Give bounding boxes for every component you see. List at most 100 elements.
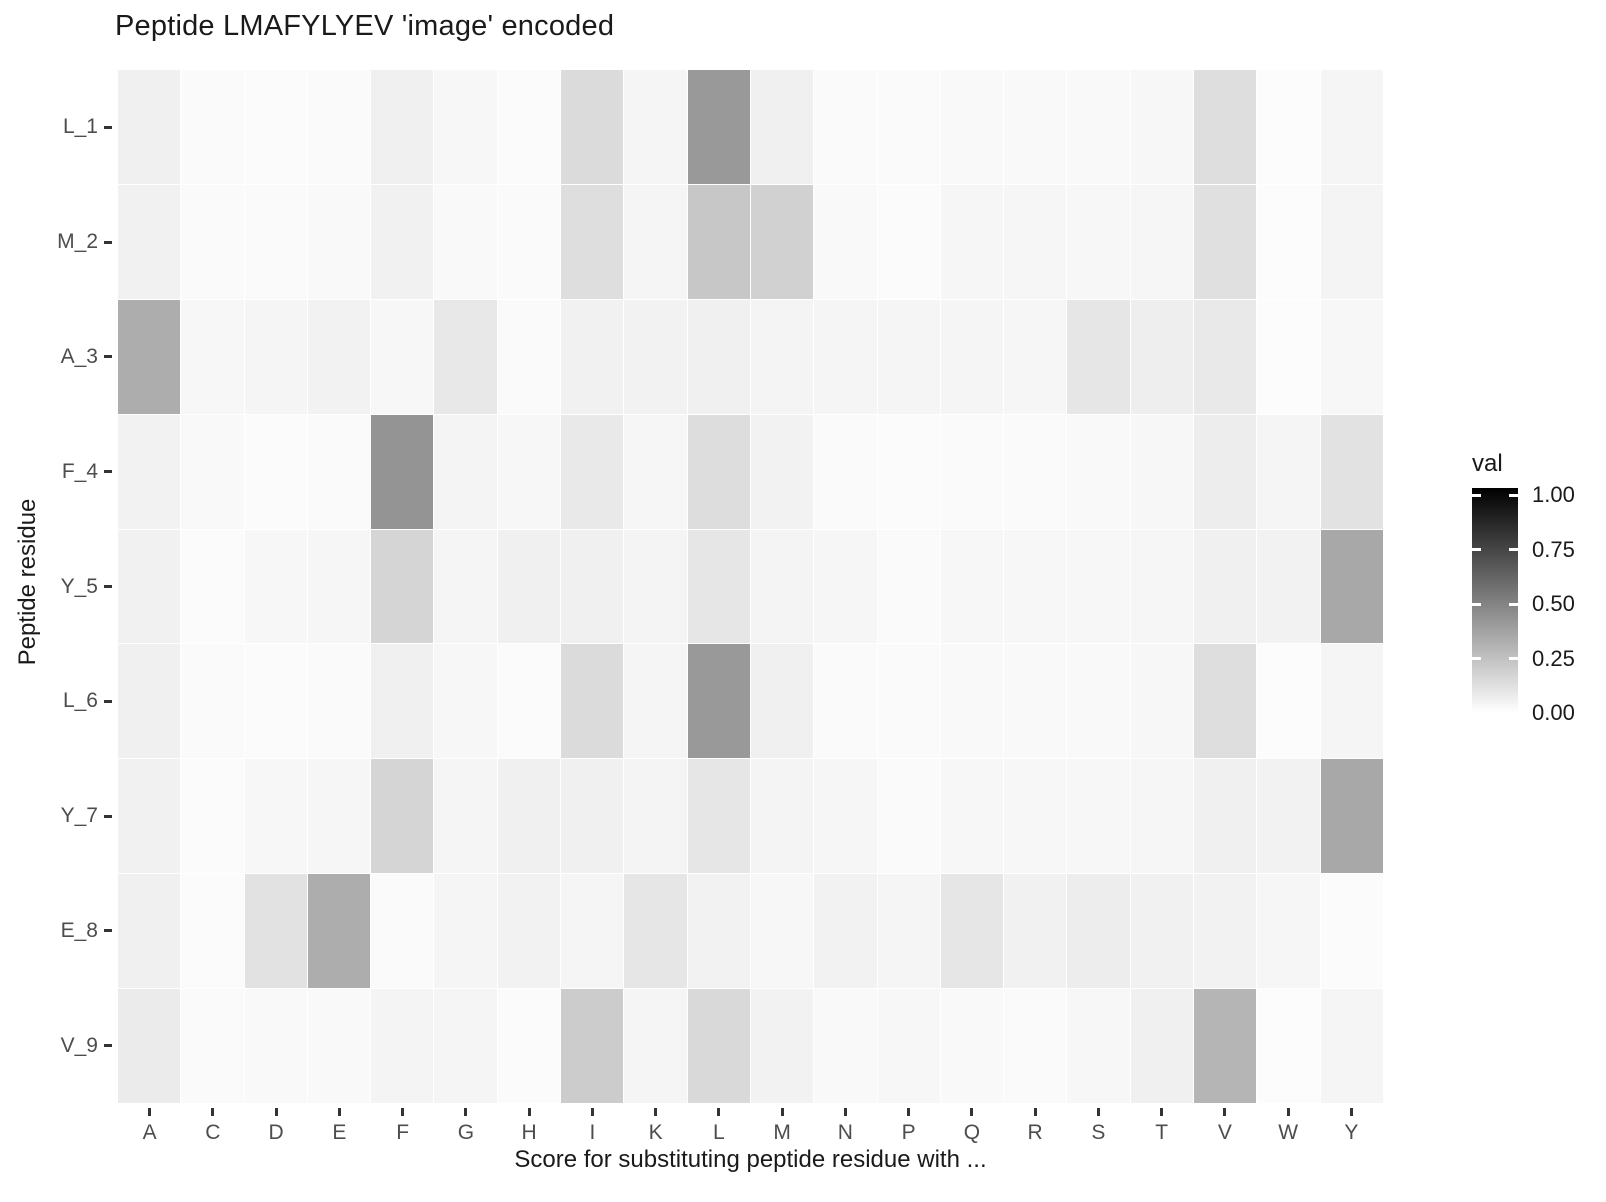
heatmap-cell — [118, 759, 181, 874]
heatmap-cell — [181, 874, 244, 989]
heatmap-cell — [307, 184, 371, 299]
heatmap-cell — [118, 184, 181, 299]
heatmap-cell — [1067, 184, 1130, 299]
heatmap-cell — [1257, 184, 1320, 299]
heatmap-cell — [624, 70, 687, 184]
heatmap-cell — [181, 414, 244, 529]
heatmap-cell — [434, 644, 497, 759]
heatmap-cell — [181, 184, 244, 299]
heatmap-cell — [307, 874, 371, 989]
x-tick-label: G — [457, 1121, 475, 1144]
heatmap-cell — [181, 759, 244, 874]
y-tick-mark — [104, 240, 112, 244]
heatmap-cell — [940, 299, 1004, 414]
heatmap-cell — [307, 299, 371, 414]
heatmap-cell — [877, 184, 940, 299]
heatmap-cell — [624, 184, 687, 299]
y-tick-mark — [104, 470, 112, 474]
heatmap-cell — [307, 414, 371, 529]
heatmap-cell — [371, 989, 434, 1103]
heatmap-cell — [118, 529, 181, 644]
y-tick-mark — [104, 125, 112, 129]
legend-tick-label: 0.25 — [1532, 645, 1575, 671]
legend-tick-label: 0.50 — [1532, 591, 1575, 616]
heatmap-cell — [1194, 759, 1257, 874]
heatmap-cell — [497, 184, 561, 299]
heatmap-cell — [1257, 759, 1320, 874]
heatmap-cell — [307, 644, 371, 759]
heatmap-cell — [118, 989, 181, 1103]
heatmap-cell — [1320, 529, 1383, 644]
legend-tick-mark — [1472, 548, 1481, 551]
heatmap-cell — [624, 759, 687, 874]
y-tick-label: M_2 — [57, 230, 98, 254]
heatmap-cell — [1004, 529, 1067, 644]
heatmap-cell — [877, 644, 940, 759]
heatmap-cell — [371, 759, 434, 874]
heatmap-cell — [1194, 989, 1257, 1103]
heatmap-panel — [118, 70, 1383, 1103]
heatmap-cell — [371, 414, 434, 529]
legend-colorbar — [1472, 488, 1518, 713]
legend-tick-label: 1.00 — [1532, 482, 1575, 507]
heatmap-cell — [244, 759, 307, 874]
heatmap-cell — [624, 874, 687, 989]
legend-tick-mark — [1472, 493, 1481, 497]
heatmap-cell — [1320, 414, 1383, 529]
heatmap-cell — [1320, 299, 1383, 414]
heatmap-cell — [1004, 414, 1067, 529]
heatmap-cell — [1067, 299, 1130, 414]
heatmap-cell — [624, 989, 687, 1103]
heatmap-cell — [1320, 184, 1383, 299]
heatmap-cell — [118, 70, 181, 184]
legend-tick-mark — [1509, 548, 1518, 551]
y-tick-mark — [104, 699, 112, 703]
heatmap-cell — [561, 874, 624, 989]
heatmap-cell — [434, 989, 497, 1103]
heatmap-cell — [1067, 644, 1130, 759]
x-tick-label: C — [205, 1121, 221, 1144]
heatmap-cell — [118, 874, 181, 989]
x-tick-label: F — [396, 1121, 410, 1144]
heatmap-cell — [940, 70, 1004, 184]
y-tick-mark — [104, 1044, 112, 1048]
x-tick-mark — [1286, 1108, 1290, 1116]
heatmap-cell — [940, 874, 1004, 989]
heatmap-cell — [687, 70, 750, 184]
heatmap-cell — [814, 874, 877, 989]
heatmap-cell — [1257, 414, 1320, 529]
x-tick-label: L — [713, 1121, 725, 1144]
heatmap-cell — [687, 299, 750, 414]
heatmap-cell — [1320, 989, 1383, 1103]
x-tick-mark — [211, 1108, 215, 1116]
heatmap-cell — [624, 644, 687, 759]
heatmap-cell — [877, 874, 940, 989]
heatmap-cell — [181, 989, 244, 1103]
x-tick-mark — [464, 1108, 468, 1116]
heatmap-cell — [244, 644, 307, 759]
heatmap-cell — [687, 874, 750, 989]
x-tick-label: R — [1027, 1121, 1043, 1144]
heatmap-cell — [118, 414, 181, 529]
heatmap-cell — [940, 414, 1004, 529]
heatmap-cell — [1130, 874, 1194, 989]
heatmap-cell — [624, 529, 687, 644]
x-tick-mark — [274, 1108, 278, 1116]
heatmap-cell — [1130, 989, 1194, 1103]
heatmap-cell — [687, 644, 750, 759]
heatmap-cell — [1130, 759, 1194, 874]
x-tick-mark — [780, 1108, 784, 1116]
legend-tick-label: 0.00 — [1532, 700, 1575, 725]
y-tick-label: A_3 — [60, 344, 98, 368]
y-tick-label: V_9 — [60, 1033, 98, 1057]
y-tick-mark — [104, 929, 112, 933]
heatmap-cell — [1067, 989, 1130, 1103]
heatmap-cell — [940, 644, 1004, 759]
heatmap-cell — [877, 989, 940, 1103]
heatmap-cell — [497, 874, 561, 989]
legend-tick-mark — [1509, 602, 1518, 606]
y-tick-mark — [104, 585, 112, 588]
heatmap-cell — [497, 70, 561, 184]
heatmap-cell — [371, 299, 434, 414]
heatmap-cell — [434, 874, 497, 989]
